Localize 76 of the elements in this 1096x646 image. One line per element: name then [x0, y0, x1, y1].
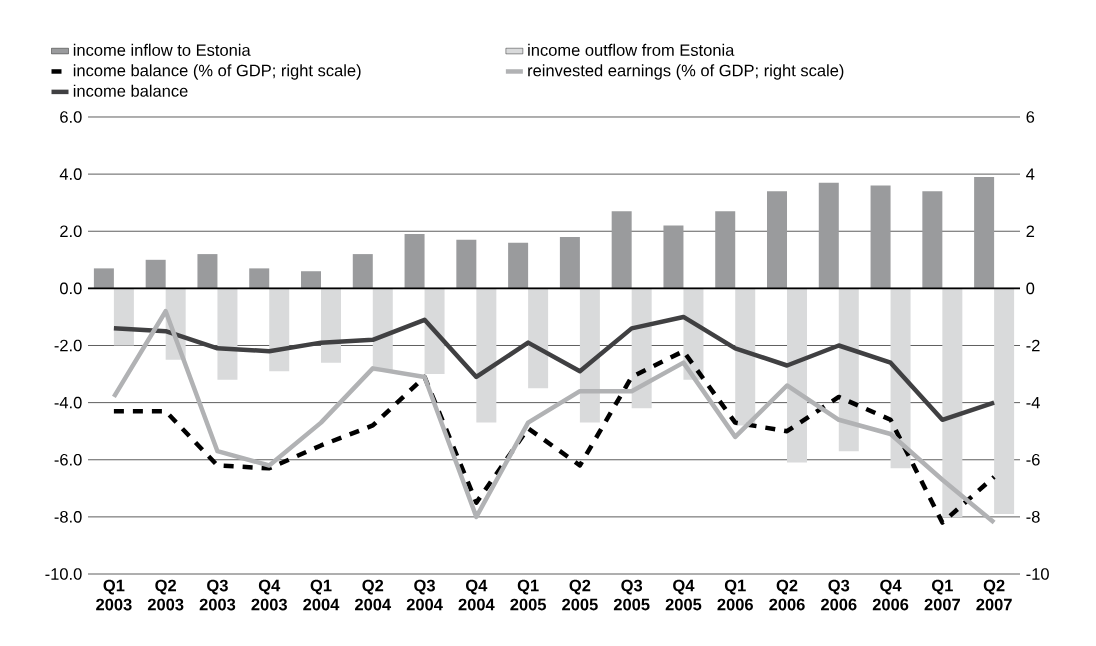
legend-label: income balance: [73, 84, 188, 97]
bar: [197, 254, 218, 289]
bar: [994, 288, 1015, 515]
bar: [838, 288, 859, 452]
y2-tick-label: 2: [1026, 225, 1035, 238]
x-tick-label: Q2 2004: [355, 579, 392, 611]
y-tick-label: -6.0: [54, 453, 82, 466]
bar: [145, 259, 166, 289]
x-tick-label: Q1 2007: [924, 579, 960, 611]
legend-label: income inflow to Estonia: [73, 43, 251, 56]
bar: [476, 288, 497, 423]
bar: [528, 288, 549, 389]
y-tick-label: -2.0: [54, 339, 82, 352]
bar: [767, 191, 788, 289]
y2-tick-label: 6: [1026, 111, 1035, 123]
y-tick-label: 4.0: [59, 168, 82, 180]
line-series: [111, 308, 997, 525]
x-tick-label: Q4 2005: [665, 579, 702, 611]
y2-tick-label: -8: [1026, 511, 1040, 523]
bar: [715, 211, 736, 289]
bar: [579, 288, 600, 423]
x-tick-label: Q4 2003: [251, 579, 287, 611]
bar: [870, 185, 891, 289]
y2-tick-label: 4: [1026, 168, 1035, 180]
x-tick-label: Q2 2007: [976, 579, 1012, 611]
x-tick-label: Q3 2004: [406, 579, 443, 611]
bar: [974, 176, 995, 289]
legend-label: reinvested earnings (% of GDP; right scale): [528, 64, 844, 80]
bar: [93, 268, 114, 289]
legend-label: income balance (% of GDP; right scale): [73, 64, 361, 80]
bar: [424, 288, 445, 375]
bar: [301, 271, 321, 289]
bar: [249, 268, 270, 289]
y2-tick-label: -6: [1026, 453, 1040, 466]
y-tick-label: -8.0: [54, 511, 82, 523]
bar: [942, 288, 963, 517]
x-tick-label: Q1 2005: [510, 579, 546, 611]
bar: [735, 288, 756, 426]
x-tick-label: Q2 2006: [769, 579, 805, 611]
legend-label: income outflow from Estonia: [528, 43, 735, 56]
x-tick-label: Q2 2003: [147, 579, 184, 611]
x-tick-label: Q2 2005: [562, 579, 598, 611]
bar: [113, 288, 134, 346]
bar: [269, 288, 290, 372]
y2-tick-label: -2: [1026, 339, 1040, 352]
bar: [890, 288, 911, 469]
x-tick-label: Q1 2003: [96, 579, 132, 611]
bar: [787, 288, 808, 463]
bar: [663, 225, 684, 289]
bar: [352, 254, 373, 289]
y-tick-label: 2.0: [60, 225, 82, 238]
bar: [818, 182, 839, 289]
bar: [321, 288, 341, 363]
x-tick-label: Q4 2004: [458, 579, 495, 611]
bar: [611, 211, 632, 289]
bar: [922, 191, 943, 289]
bar: [404, 234, 425, 289]
x-tick-label: Q1 2006: [717, 579, 753, 611]
y-tick-label: -10.0: [45, 568, 82, 580]
bar: [456, 239, 477, 289]
bar: [559, 236, 580, 289]
x-tick-label: Q4 2006: [872, 579, 909, 611]
y-tick-label: -4.0: [54, 396, 82, 409]
y2-tick-label: -4: [1026, 396, 1040, 409]
y-tick-label: 0.0: [60, 282, 82, 295]
y2-tick-label: -10: [1026, 568, 1049, 580]
bar: [508, 242, 529, 289]
y2-tick-label: 0: [1026, 282, 1035, 295]
x-tick-label: Q3 2005: [613, 579, 650, 611]
bar: [217, 288, 238, 380]
line-series: [111, 348, 997, 525]
x-tick-label: Q3 2003: [199, 579, 236, 611]
x-tick-label: Q1 2004: [303, 579, 340, 611]
line-series: [111, 314, 997, 423]
x-tick-label: Q3 2006: [821, 579, 857, 611]
y-tick-label: 6.0: [60, 111, 82, 123]
